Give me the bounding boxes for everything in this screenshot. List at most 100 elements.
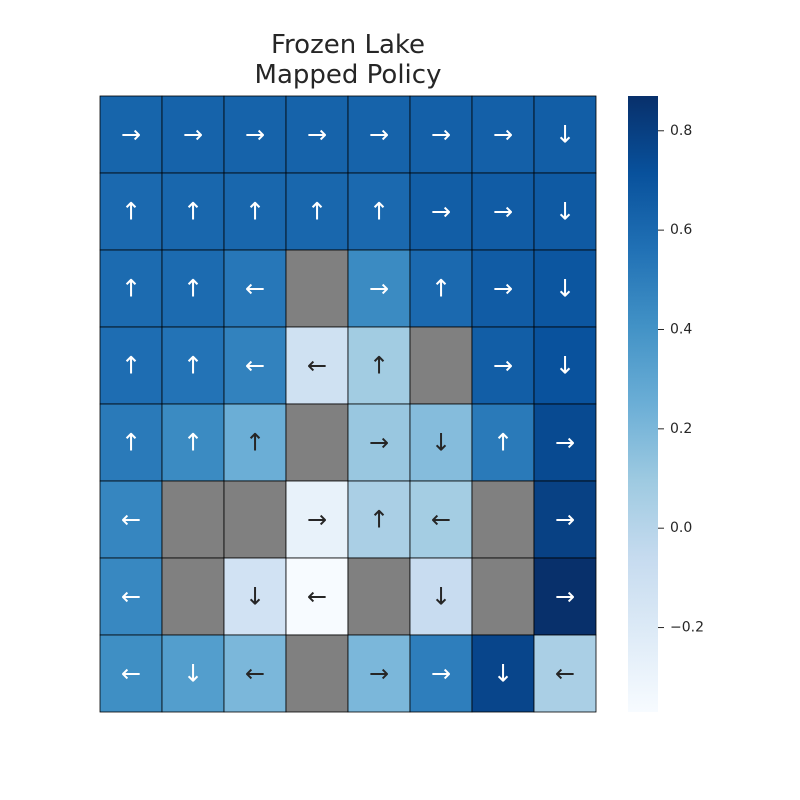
policy-arrow: → [431,198,451,226]
colorbar-tick-label: 0.8 [670,123,692,139]
policy-arrow: ↑ [121,275,141,303]
heatmap-cell [533,326,597,405]
colorbar: 0.8 0.6 0.4 0.2 0.0 −0.2 [628,96,704,712]
colorbar-ticks: 0.8 0.6 0.4 0.2 0.0 −0.2 [658,123,704,636]
chart-title-line-1: Frozen Lake [270,30,426,60]
heatmap-cell [533,480,597,559]
policy-arrow: → [183,121,203,149]
heatmap-cell [347,403,411,482]
hole-cell [285,403,349,482]
heatmap-cell [409,480,473,559]
heatmap-cell [99,557,163,636]
policy-arrow: ← [121,583,141,611]
policy-arrow: → [493,275,513,303]
policy-arrow: → [121,121,141,149]
hole-cell [409,326,473,405]
heatmap-cell [471,403,535,482]
heatmap-cell [99,480,163,559]
colorbar-tick-label: 0.4 [670,321,692,337]
policy-arrow: ↓ [431,429,451,457]
hole-cell [471,480,535,559]
policy-arrow: ↓ [245,583,265,611]
policy-arrow: → [307,506,327,534]
policy-arrow: ↑ [369,352,389,380]
heatmap-cell [223,634,287,713]
chart-title: Frozen Lake Mapped Policy [100,30,596,90]
colorbar-tick-label: 0.2 [670,421,692,437]
heatmap-cell [161,634,225,713]
policy-arrow: → [555,429,575,457]
hole-cell [285,634,349,713]
policy-arrow: ↓ [555,275,575,303]
heatmap-cell [533,634,597,713]
chart-title-line-2: Mapped Policy [254,60,442,90]
heatmap-cell [161,172,225,251]
policy-arrow: ↑ [183,429,203,457]
policy-arrow: ← [431,506,451,534]
policy-arrow: ↓ [555,198,575,226]
policy-arrow: → [369,121,389,149]
heatmap-cell [285,326,349,405]
policy-arrow: → [307,121,327,149]
policy-arrow: ↑ [121,429,141,457]
policy-arrow: ← [307,583,327,611]
policy-arrow: ↑ [121,198,141,226]
policy-arrow: ← [245,275,265,303]
policy-arrow: → [431,121,451,149]
hole-cell [161,557,225,636]
heatmap-cell [471,634,535,713]
hole-cell [223,480,287,559]
colorbar-gradient [628,96,658,712]
heatmap-cells: → → → → → → → ↓ ↑ ↑ ↑ ↑ ↑ → → ↓ ↑ ↑ ← → ↑ → ↓ ↑ ↑ ← ← ↑ → ↓ ↑ ↑ ↑ → ↓ ↑ → ← → ↑… [99,95,597,713]
policy-arrow: ← [307,352,327,380]
policy-arrow: ← [555,660,575,688]
policy-arrow: → [245,121,265,149]
policy-arrow: → [555,583,575,611]
heatmap-cell [533,172,597,251]
heatmap-cell [409,403,473,482]
policy-arrow: ↑ [183,198,203,226]
colorbar-tick-label: 0.0 [670,520,692,536]
policy-arrow: ↑ [183,352,203,380]
heatmap-cell [409,249,473,328]
policy-arrow: ← [121,506,141,534]
heatmap-cell [285,172,349,251]
heatmap-cell [533,249,597,328]
heatmap-cell [347,480,411,559]
policy-arrow: ↑ [369,198,389,226]
policy-arrow: ↑ [431,275,451,303]
heatmap-cell [347,634,411,713]
heatmap-cell [161,326,225,405]
heatmap-cell [347,172,411,251]
heatmap-cell [161,249,225,328]
hole-cell [347,557,411,636]
heatmap-cell [285,95,349,174]
heatmap-cell [409,95,473,174]
policy-arrow: → [369,660,389,688]
policy-arrow: → [555,506,575,534]
heatmap-cell [533,95,597,174]
heatmap-cell [533,557,597,636]
policy-arrow: ← [245,352,265,380]
policy-arrow: ↑ [307,198,327,226]
policy-arrow: ↓ [183,660,203,688]
policy-arrow: → [493,198,513,226]
heatmap-cell [99,403,163,482]
policy-arrow: ↑ [369,506,389,534]
hole-cell [161,480,225,559]
heatmap-cell [223,403,287,482]
heatmap-cell [99,326,163,405]
policy-arrow: ← [121,660,141,688]
colorbar-tick-label: −0.2 [670,620,704,636]
policy-arrow: → [493,352,513,380]
heatmap-cell [223,326,287,405]
hole-cell [471,557,535,636]
policy-arrow: → [493,121,513,149]
policy-arrow: → [369,275,389,303]
policy-arrow: → [431,660,451,688]
heatmap-cell [347,95,411,174]
policy-arrow: ↓ [555,121,575,149]
colorbar-tick-label: 0.6 [670,222,692,238]
policy-arrow: ↓ [493,660,513,688]
